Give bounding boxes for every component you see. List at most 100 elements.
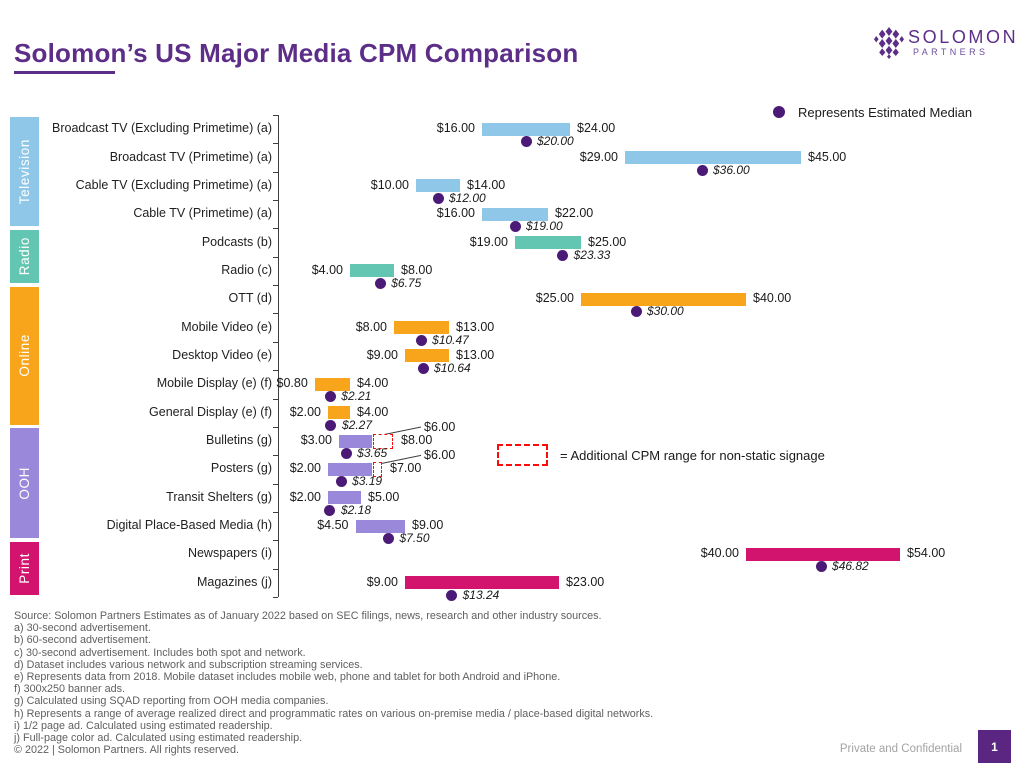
range-bar [355, 519, 405, 533]
max-value-label: $4.00 [357, 376, 389, 391]
median-dot [509, 221, 521, 233]
max-value-label: $40.00 [753, 291, 792, 306]
min-value-label: $4.50 [317, 518, 349, 533]
category-band-label: Radio [17, 237, 32, 276]
min-value-label: $40.00 [700, 546, 739, 561]
median-value-label: $2.27 [341, 417, 372, 432]
median-dot [417, 362, 429, 374]
footnote-line: f) 300x250 banner ads. [14, 683, 126, 696]
median-value-label: $19.00 [526, 219, 563, 234]
row-label: Newspapers (i) [187, 546, 272, 561]
max-value-label: $8.00 [401, 262, 433, 277]
median-dot [815, 561, 827, 573]
range-bar [350, 264, 394, 278]
axis-tick [273, 483, 278, 485]
axis-tick [273, 426, 278, 428]
min-value-label: $2.00 [289, 404, 321, 419]
median-dot [432, 192, 444, 204]
footnote-line: d) Dataset includes various network and … [14, 658, 363, 671]
median-dot [324, 504, 336, 516]
max-value-label: $9.00 [412, 518, 444, 533]
min-value-label: $16.00 [436, 121, 475, 136]
row-label: Digital Place-Based Media (h) [106, 518, 272, 533]
row-label: Podcasts (b) [201, 234, 272, 249]
median-value-label: $10.47 [432, 332, 469, 347]
category-band-television: Television [10, 116, 39, 227]
axis-tick [273, 370, 278, 372]
max-value-label: $4.00 [357, 404, 389, 419]
max-value-label: $24.00 [577, 121, 616, 136]
min-value-label: $8.00 [355, 319, 387, 334]
footnote-line: i) 1/2 page ad. Calculated using estimat… [14, 719, 273, 732]
range-bar [581, 292, 746, 306]
row-label: Transit Shelters (g) [166, 489, 272, 504]
max-value-label: $54.00 [907, 546, 946, 561]
category-band-radio: Radio [10, 229, 39, 284]
category-band-label: OOH [17, 467, 32, 500]
min-value-label: $29.00 [579, 149, 618, 164]
median-value-label: $13.24 [462, 587, 500, 602]
row-label: OTT (d) [228, 291, 272, 306]
range-bar [405, 576, 559, 590]
row-label: General Display (e) (f) [149, 404, 272, 419]
row-label: Radio (c) [221, 262, 272, 277]
footnotes: Source: Solomon Partners Estimates as of… [14, 610, 994, 756]
axis-tick [273, 455, 278, 457]
median-value-label: $36.00 [713, 162, 750, 177]
axis-tick [273, 568, 278, 570]
footnote-line: j) Full-page color ad. Calculated using … [14, 732, 303, 745]
min-value-label: $25.00 [535, 291, 574, 306]
row-label: Mobile Display (e) (f) [156, 376, 272, 391]
min-value-label: $4.00 [311, 262, 343, 277]
median-dot [696, 164, 708, 176]
max-value-label: $22.00 [555, 206, 594, 221]
axis-tick [273, 228, 278, 230]
dashed-range-legend-label: = Additional CPM range for non-static si… [560, 448, 825, 463]
median-legend-label: Represents Estimated Median [798, 105, 973, 120]
row-label: Magazines (j) [196, 574, 272, 589]
footnote-line: h) Represents a range of average realize… [14, 707, 654, 720]
confidential-label: Private and Confidential [839, 743, 962, 755]
range-bar [482, 207, 548, 221]
range-bar [405, 349, 449, 363]
median-value-label: $20.00 [537, 134, 574, 149]
axis-tick [273, 313, 278, 315]
axis-tick [273, 256, 278, 258]
page-number-badge: 1 [978, 730, 1011, 763]
range-bar [416, 179, 460, 193]
median-legend-dot-icon [773, 106, 785, 118]
median-value-label: $46.82 [832, 559, 869, 574]
range-bar [328, 491, 361, 505]
max-value-label: $13.00 [456, 319, 495, 334]
category-band-print: Print [10, 541, 39, 595]
row-label: Posters (g) [210, 461, 272, 476]
row-label: Bulletins (g) [206, 433, 272, 448]
max-value-label: $7.00 [390, 461, 422, 476]
axis-tick [273, 200, 278, 202]
median-value-label: $7.50 [399, 531, 430, 546]
footnote-line: b) 60-second advertisement. [14, 634, 151, 647]
median-dot [335, 476, 347, 488]
row-label: Cable TV (Excluding Primetime) (a) [75, 177, 272, 192]
max-value-label: $14.00 [467, 177, 506, 192]
axis-tick [273, 115, 278, 116]
axis-tick [273, 540, 278, 542]
footnote-line: c) 30-second advertisement. Includes bot… [14, 646, 306, 659]
min-value-label: $9.00 [366, 347, 398, 362]
min-value-label: $3.00 [300, 433, 332, 448]
solomon-logo-icon [874, 27, 904, 59]
footnote-line: © 2022 | Solomon Partners. All rights re… [14, 744, 240, 757]
min-value-label: $10.00 [370, 177, 409, 192]
min-value-label: $16.00 [436, 206, 475, 221]
callout-value-label: $6.00 [424, 420, 456, 435]
row-label: Mobile Video (e) [181, 319, 272, 334]
range-bar [394, 321, 449, 335]
range-bar [328, 406, 350, 420]
range-bar [515, 236, 581, 250]
median-value-label: $23.33 [573, 247, 611, 262]
category-band-online: Online [10, 286, 39, 425]
category-band-ooh: OOH [10, 428, 39, 539]
median-dot [340, 448, 352, 460]
